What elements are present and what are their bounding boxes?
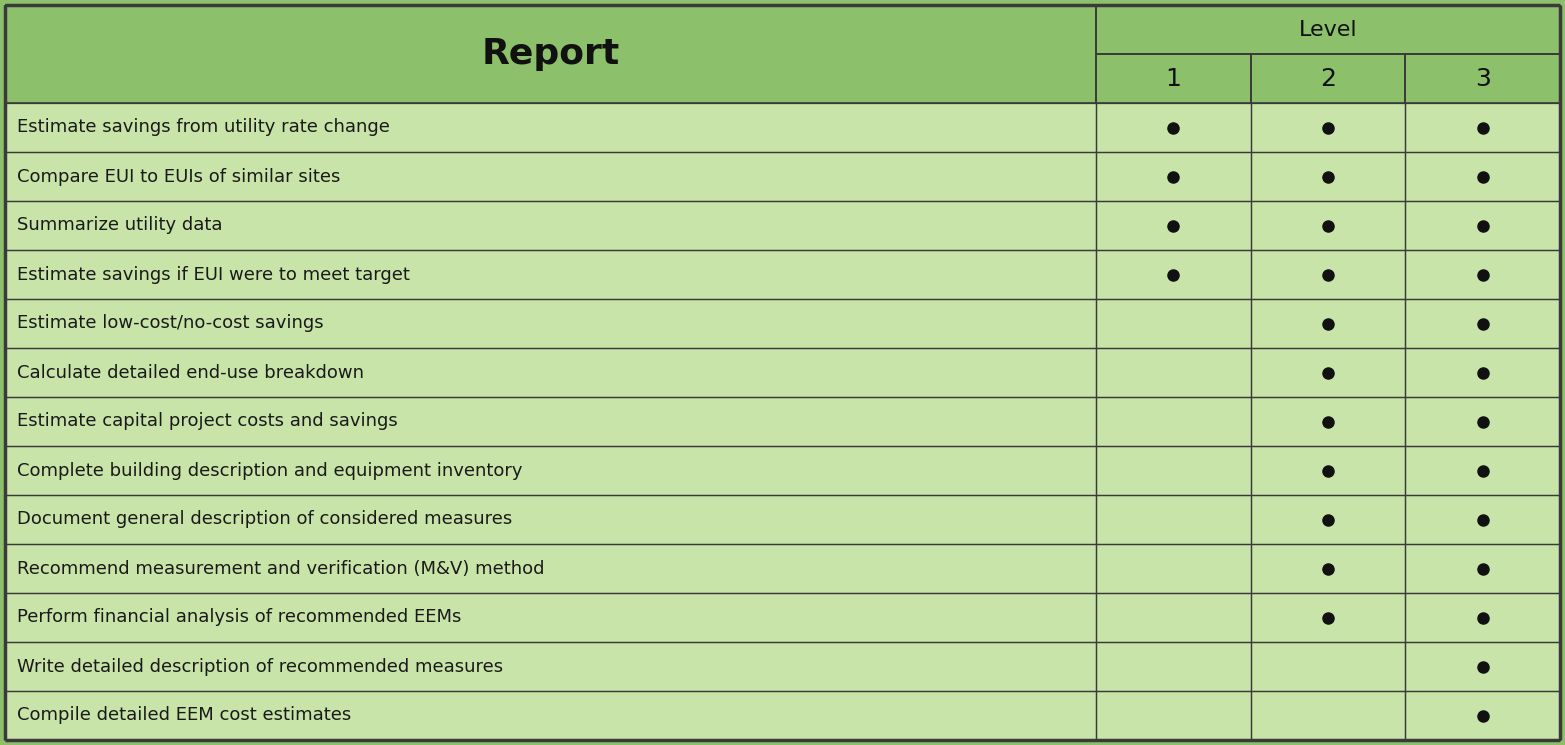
Bar xyxy=(5,642,1095,691)
Text: Perform financial analysis of recommended EEMs: Perform financial analysis of recommende… xyxy=(17,609,462,627)
Bar xyxy=(1250,201,1405,250)
Bar xyxy=(5,201,1095,250)
Bar xyxy=(1096,642,1250,691)
Text: Level: Level xyxy=(1299,19,1357,39)
Bar xyxy=(1096,5,1560,54)
Bar xyxy=(1405,299,1560,348)
Bar xyxy=(1250,495,1405,544)
Bar xyxy=(1096,201,1250,250)
Text: Estimate capital project costs and savings: Estimate capital project costs and savin… xyxy=(17,413,398,431)
Bar xyxy=(5,250,1095,299)
Bar xyxy=(5,691,1095,740)
Text: Compare EUI to EUIs of similar sites: Compare EUI to EUIs of similar sites xyxy=(17,168,340,186)
Bar xyxy=(1405,691,1560,740)
Bar xyxy=(1250,397,1405,446)
Bar xyxy=(1250,544,1405,593)
Text: Calculate detailed end-use breakdown: Calculate detailed end-use breakdown xyxy=(17,364,365,381)
Bar xyxy=(1405,446,1560,495)
Bar xyxy=(1250,152,1405,201)
Bar xyxy=(1405,593,1560,642)
Bar xyxy=(5,299,1095,348)
Bar xyxy=(1405,544,1560,593)
Text: Report: Report xyxy=(482,37,620,71)
Bar xyxy=(1096,152,1250,201)
Bar xyxy=(1096,446,1250,495)
Bar xyxy=(1405,642,1560,691)
Bar xyxy=(1096,54,1250,103)
Bar xyxy=(1250,348,1405,397)
Text: 2: 2 xyxy=(1319,66,1337,90)
Text: Complete building description and equipment inventory: Complete building description and equipm… xyxy=(17,461,523,480)
Bar xyxy=(1405,201,1560,250)
Bar xyxy=(5,103,1095,152)
Bar xyxy=(1250,54,1405,103)
Text: Estimate savings from utility rate change: Estimate savings from utility rate chang… xyxy=(17,118,390,136)
Text: Write detailed description of recommended measures: Write detailed description of recommende… xyxy=(17,658,502,676)
Bar xyxy=(1096,348,1250,397)
Bar xyxy=(1250,250,1405,299)
Text: Document general description of considered measures: Document general description of consider… xyxy=(17,510,512,528)
Bar xyxy=(1250,691,1405,740)
Bar xyxy=(1405,397,1560,446)
Bar xyxy=(5,544,1095,593)
Bar xyxy=(5,152,1095,201)
Bar xyxy=(5,446,1095,495)
Bar xyxy=(1096,495,1250,544)
Bar xyxy=(1250,446,1405,495)
Bar xyxy=(1250,642,1405,691)
Bar xyxy=(1405,348,1560,397)
Bar xyxy=(1405,152,1560,201)
Bar xyxy=(5,348,1095,397)
Bar xyxy=(1250,299,1405,348)
Bar xyxy=(1096,103,1250,152)
Bar xyxy=(1250,593,1405,642)
Bar xyxy=(1250,103,1405,152)
Bar xyxy=(5,5,1095,103)
Bar xyxy=(1405,54,1560,103)
Text: 1: 1 xyxy=(1166,66,1182,90)
Text: Estimate low-cost/no-cost savings: Estimate low-cost/no-cost savings xyxy=(17,314,324,332)
Text: Summarize utility data: Summarize utility data xyxy=(17,217,222,235)
Bar xyxy=(1096,397,1250,446)
Bar xyxy=(5,495,1095,544)
Bar xyxy=(1096,299,1250,348)
Text: Estimate savings if EUI were to meet target: Estimate savings if EUI were to meet tar… xyxy=(17,265,410,284)
Text: Compile detailed EEM cost estimates: Compile detailed EEM cost estimates xyxy=(17,706,351,724)
Bar xyxy=(1096,250,1250,299)
Bar xyxy=(5,593,1095,642)
Bar xyxy=(1405,103,1560,152)
Bar xyxy=(1096,544,1250,593)
Bar xyxy=(1096,593,1250,642)
Text: 3: 3 xyxy=(1474,66,1490,90)
Bar xyxy=(5,397,1095,446)
Bar xyxy=(1096,691,1250,740)
Text: Recommend measurement and verification (M&V) method: Recommend measurement and verification (… xyxy=(17,559,545,577)
Bar xyxy=(1405,495,1560,544)
Bar xyxy=(1405,250,1560,299)
